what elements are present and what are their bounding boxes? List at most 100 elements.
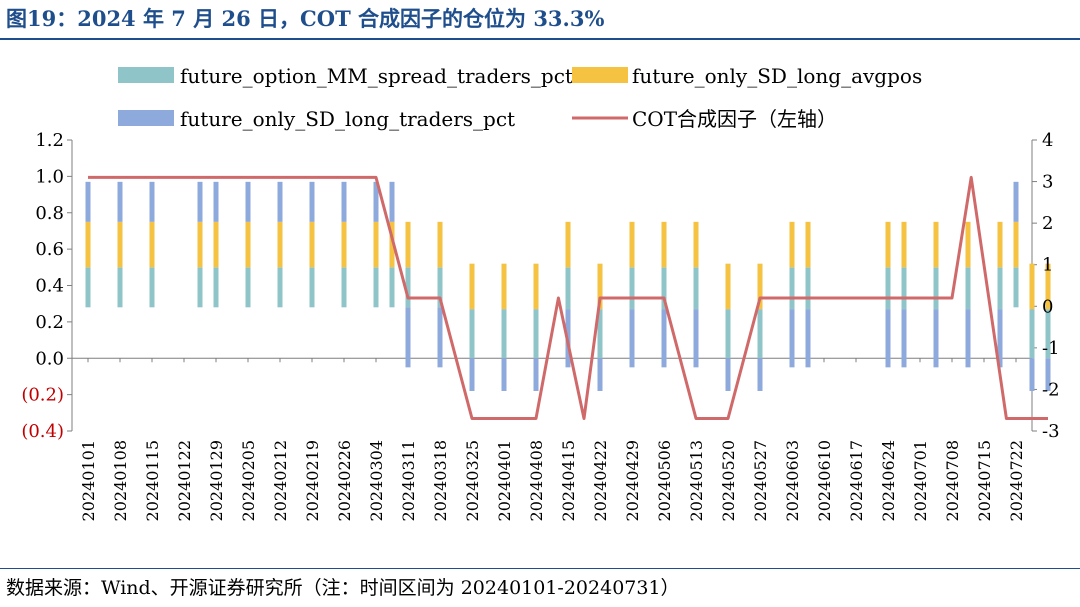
right-tick-label: -3: [1042, 421, 1060, 442]
bar-sd-long-traders: [997, 309, 1003, 368]
bar-mm-spread: [997, 267, 1003, 310]
bar-sd-long-traders: [197, 181, 203, 222]
x-tick-label: 20240506: [655, 440, 674, 521]
left-tick-label: 0.8: [35, 203, 64, 224]
bar-sd-long-traders: [901, 309, 907, 368]
x-tick-label: 20240129: [207, 440, 226, 521]
bar-mm-spread: [149, 267, 155, 308]
bar-mm-spread: [933, 267, 939, 310]
bar-mm-spread: [373, 267, 379, 308]
footer-divider: [0, 568, 1080, 569]
x-tick-label: 20240401: [495, 440, 514, 521]
bar-mm-spread: [533, 309, 539, 359]
legend-swatch-sd-long-avgpos: [572, 67, 628, 83]
bar-sd-long-traders: [149, 181, 155, 222]
bar-sd-long-traders: [661, 309, 667, 368]
bar-mm-spread: [469, 309, 475, 359]
bar-mm-spread: [245, 267, 251, 308]
bar-sd-long-traders: [757, 358, 763, 391]
bar-sd-long-traders: [1013, 181, 1019, 222]
x-tick-label: 20240603: [783, 440, 802, 521]
legend: future_option_MM_spread_traders_pct futu…: [118, 64, 922, 131]
legend-swatch-mm-spread: [118, 67, 174, 83]
bar-sd-long-traders: [373, 181, 379, 222]
bar-sd-long-traders: [85, 181, 91, 222]
legend-label-sd-long-avgpos: future_only_SD_long_avgpos: [632, 64, 922, 88]
bar-sd-long-avgpos: [149, 221, 155, 268]
bar-mm-spread: [437, 267, 443, 308]
x-tick-label: 20240715: [975, 440, 994, 521]
bar-sd-long-traders: [469, 358, 475, 391]
bar-sd-long-avgpos: [245, 221, 251, 268]
bar-sd-long-avgpos: [501, 263, 507, 310]
bar-mm-spread: [1013, 267, 1019, 308]
bar-sd-long-traders: [245, 181, 251, 222]
bar-sd-long-traders: [597, 358, 603, 391]
x-tick-label: 20240311: [399, 440, 418, 521]
bar-mm-spread: [597, 309, 603, 359]
bar-sd-long-traders: [789, 309, 795, 368]
x-tick-label: 20240101: [79, 440, 98, 521]
bar-sd-long-avgpos: [629, 221, 635, 268]
bar-sd-long-avgpos: [805, 221, 811, 268]
x-tick-label: 20240527: [751, 440, 770, 521]
bar-mm-spread: [565, 267, 571, 310]
bar-mm-spread: [901, 267, 907, 310]
bar-mm-spread: [757, 309, 763, 359]
left-tick-label: 0.0: [35, 348, 64, 369]
line-series: [88, 175, 1048, 421]
title-divider: [0, 38, 1080, 40]
axes: [67, 139, 1037, 432]
bar-sd-long-avgpos: [693, 221, 699, 268]
bar-sd-long-traders: [533, 358, 539, 391]
bar-mm-spread: [1029, 309, 1035, 359]
figure-title: 图19：2024 年 7 月 26 日，COT 合成因子的仓位为 33.3%: [6, 6, 605, 31]
bar-sd-long-traders: [1045, 358, 1051, 391]
bar-mm-spread: [501, 309, 507, 359]
right-tick-label: 4: [1042, 130, 1053, 151]
bar-mm-spread: [117, 267, 123, 308]
bar-sd-long-avgpos: [533, 263, 539, 310]
x-tick-label: 20240408: [527, 440, 546, 521]
x-tick-label: 20240610: [815, 440, 834, 521]
bar-sd-long-avgpos: [309, 221, 315, 268]
bar-mm-spread: [309, 267, 315, 308]
bar-sd-long-avgpos: [1045, 263, 1051, 310]
bar-mm-spread: [277, 267, 283, 308]
bar-sd-long-avgpos: [901, 221, 907, 268]
bar-mm-spread: [965, 267, 971, 310]
bar-sd-long-avgpos: [757, 263, 763, 310]
bar-sd-long-traders: [693, 309, 699, 368]
bar-sd-long-traders: [277, 181, 283, 222]
legend-label-cot-line: COT合成因子（左轴）: [632, 107, 837, 131]
bar-sd-long-traders: [501, 358, 507, 391]
x-tick-label: 20240422: [591, 440, 610, 521]
bar-sd-long-traders: [885, 309, 891, 368]
x-tick-label: 20240513: [687, 440, 706, 521]
bar-mm-spread: [629, 267, 635, 310]
bar-mm-spread: [341, 267, 347, 308]
bar-sd-long-avgpos: [437, 221, 443, 268]
x-tick-label: 20240708: [943, 440, 962, 521]
x-tick-label: 20240108: [111, 440, 130, 521]
bar-mm-spread: [805, 267, 811, 310]
x-tick-label: 20240304: [367, 440, 386, 521]
bar-sd-long-avgpos: [965, 221, 971, 268]
bar-sd-long-traders: [805, 309, 811, 368]
bar-sd-long-traders: [933, 309, 939, 368]
bar-sd-long-avgpos: [1013, 221, 1019, 268]
source-note: 数据来源：Wind、开源证券研究所（注：时间区间为 20240101-20240…: [6, 577, 680, 599]
left-tick-label: 0.2: [35, 312, 64, 333]
left-tick-label: 0.6: [35, 239, 64, 260]
bar-sd-long-avgpos: [789, 221, 795, 268]
bar-mm-spread: [405, 267, 411, 308]
bar-sd-long-traders: [629, 309, 635, 368]
bar-series: [85, 181, 1051, 391]
left-tick-label: (0.4): [21, 421, 64, 442]
bar-sd-long-traders: [117, 181, 123, 222]
bar-mm-spread: [213, 267, 219, 308]
right-tick-label: -2: [1042, 379, 1060, 400]
bar-mm-spread: [389, 267, 395, 308]
right-tick-label: 0: [1042, 296, 1053, 317]
bar-sd-long-traders: [213, 181, 219, 222]
